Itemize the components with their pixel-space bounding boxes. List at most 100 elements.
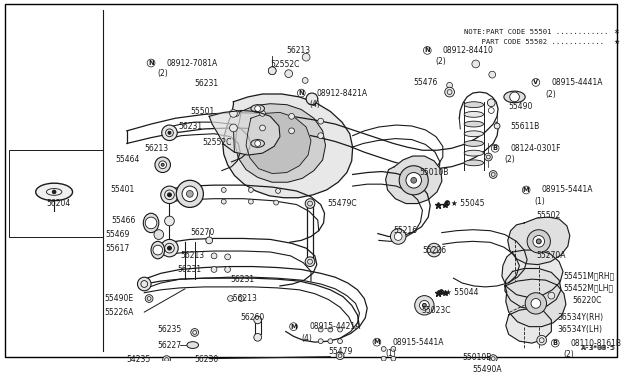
Ellipse shape: [464, 112, 483, 117]
Circle shape: [522, 186, 530, 194]
Text: (1): (1): [386, 349, 396, 358]
Text: (2): (2): [545, 90, 556, 99]
Text: 55479: 55479: [328, 347, 353, 356]
Circle shape: [211, 253, 217, 259]
Circle shape: [154, 230, 164, 240]
Circle shape: [484, 153, 492, 161]
Text: 55490E: 55490E: [104, 294, 134, 303]
Ellipse shape: [251, 140, 264, 147]
Circle shape: [489, 71, 495, 78]
Circle shape: [168, 246, 172, 250]
Circle shape: [537, 336, 547, 345]
Circle shape: [162, 125, 177, 141]
Circle shape: [255, 141, 260, 146]
Circle shape: [399, 166, 428, 195]
Text: 55479C: 55479C: [328, 199, 357, 208]
Text: NOTE:PART CODE 55501 ............: NOTE:PART CODE 55501 ............: [464, 29, 609, 35]
Circle shape: [472, 60, 479, 68]
Bar: [8, 150, 102, 237]
Circle shape: [328, 327, 333, 332]
Circle shape: [488, 99, 495, 107]
Circle shape: [168, 131, 171, 134]
Text: V: V: [533, 79, 538, 86]
Circle shape: [290, 323, 298, 331]
Text: 55490A: 55490A: [473, 365, 502, 372]
Ellipse shape: [151, 241, 164, 259]
Circle shape: [145, 295, 153, 302]
Circle shape: [531, 299, 541, 308]
Text: 56231: 56231: [178, 122, 202, 131]
Text: B: B: [553, 340, 557, 346]
Text: 08110-8161B: 08110-8161B: [571, 339, 621, 347]
Circle shape: [305, 257, 315, 267]
Text: (1): (1): [534, 197, 545, 206]
Circle shape: [318, 327, 323, 332]
Circle shape: [225, 254, 230, 260]
Circle shape: [161, 240, 178, 257]
Circle shape: [373, 338, 381, 346]
Circle shape: [289, 128, 294, 134]
Text: 55617: 55617: [106, 244, 130, 253]
Circle shape: [447, 82, 452, 88]
Circle shape: [420, 301, 429, 310]
Text: 55010B: 55010B: [462, 353, 492, 362]
Ellipse shape: [464, 160, 483, 166]
Circle shape: [182, 186, 198, 202]
Circle shape: [276, 189, 280, 193]
Circle shape: [552, 339, 559, 347]
Polygon shape: [223, 94, 353, 198]
Circle shape: [492, 365, 495, 368]
Text: 56213: 56213: [144, 144, 168, 153]
Text: M: M: [523, 187, 529, 193]
Circle shape: [52, 190, 56, 194]
Text: N: N: [148, 60, 154, 66]
Text: (2): (2): [563, 350, 573, 359]
Circle shape: [254, 333, 262, 341]
Text: A·3*00·5: A·3*00·5: [581, 345, 615, 351]
Text: N: N: [424, 47, 430, 54]
Text: 52552C: 52552C: [270, 60, 300, 70]
Circle shape: [302, 77, 308, 83]
Circle shape: [494, 123, 500, 129]
Circle shape: [481, 366, 490, 372]
Text: 55490: 55490: [509, 102, 533, 111]
Circle shape: [164, 216, 174, 226]
Text: 56231: 56231: [195, 79, 219, 88]
Text: 55466: 55466: [111, 217, 136, 225]
Text: A·3*00·5: A·3*00·5: [582, 345, 616, 351]
Circle shape: [155, 157, 170, 173]
Circle shape: [230, 109, 237, 117]
Circle shape: [221, 199, 226, 204]
Text: 55226A: 55226A: [104, 308, 134, 317]
Circle shape: [176, 180, 204, 208]
Polygon shape: [386, 156, 442, 203]
Ellipse shape: [464, 131, 483, 137]
Circle shape: [228, 296, 234, 301]
Text: 08915-4421A: 08915-4421A: [309, 322, 360, 331]
Text: *: *: [613, 29, 620, 39]
Circle shape: [147, 59, 155, 67]
Circle shape: [161, 186, 178, 203]
Ellipse shape: [464, 150, 483, 156]
Circle shape: [381, 346, 386, 352]
Text: 56230: 56230: [195, 355, 219, 364]
Polygon shape: [502, 250, 563, 298]
Circle shape: [428, 243, 441, 257]
Polygon shape: [506, 308, 552, 343]
Circle shape: [338, 327, 342, 332]
Ellipse shape: [251, 105, 264, 112]
Text: 56204: 56204: [46, 199, 70, 208]
Circle shape: [161, 163, 164, 166]
Polygon shape: [505, 279, 566, 327]
Text: 55270A: 55270A: [537, 251, 566, 260]
Ellipse shape: [143, 213, 159, 232]
Polygon shape: [505, 269, 561, 309]
Ellipse shape: [464, 141, 483, 146]
Text: M: M: [290, 324, 297, 330]
Text: 55023C: 55023C: [422, 306, 451, 315]
Ellipse shape: [464, 121, 483, 127]
Ellipse shape: [187, 341, 198, 349]
Circle shape: [248, 199, 253, 204]
Circle shape: [306, 93, 318, 105]
Text: B: B: [493, 145, 498, 151]
